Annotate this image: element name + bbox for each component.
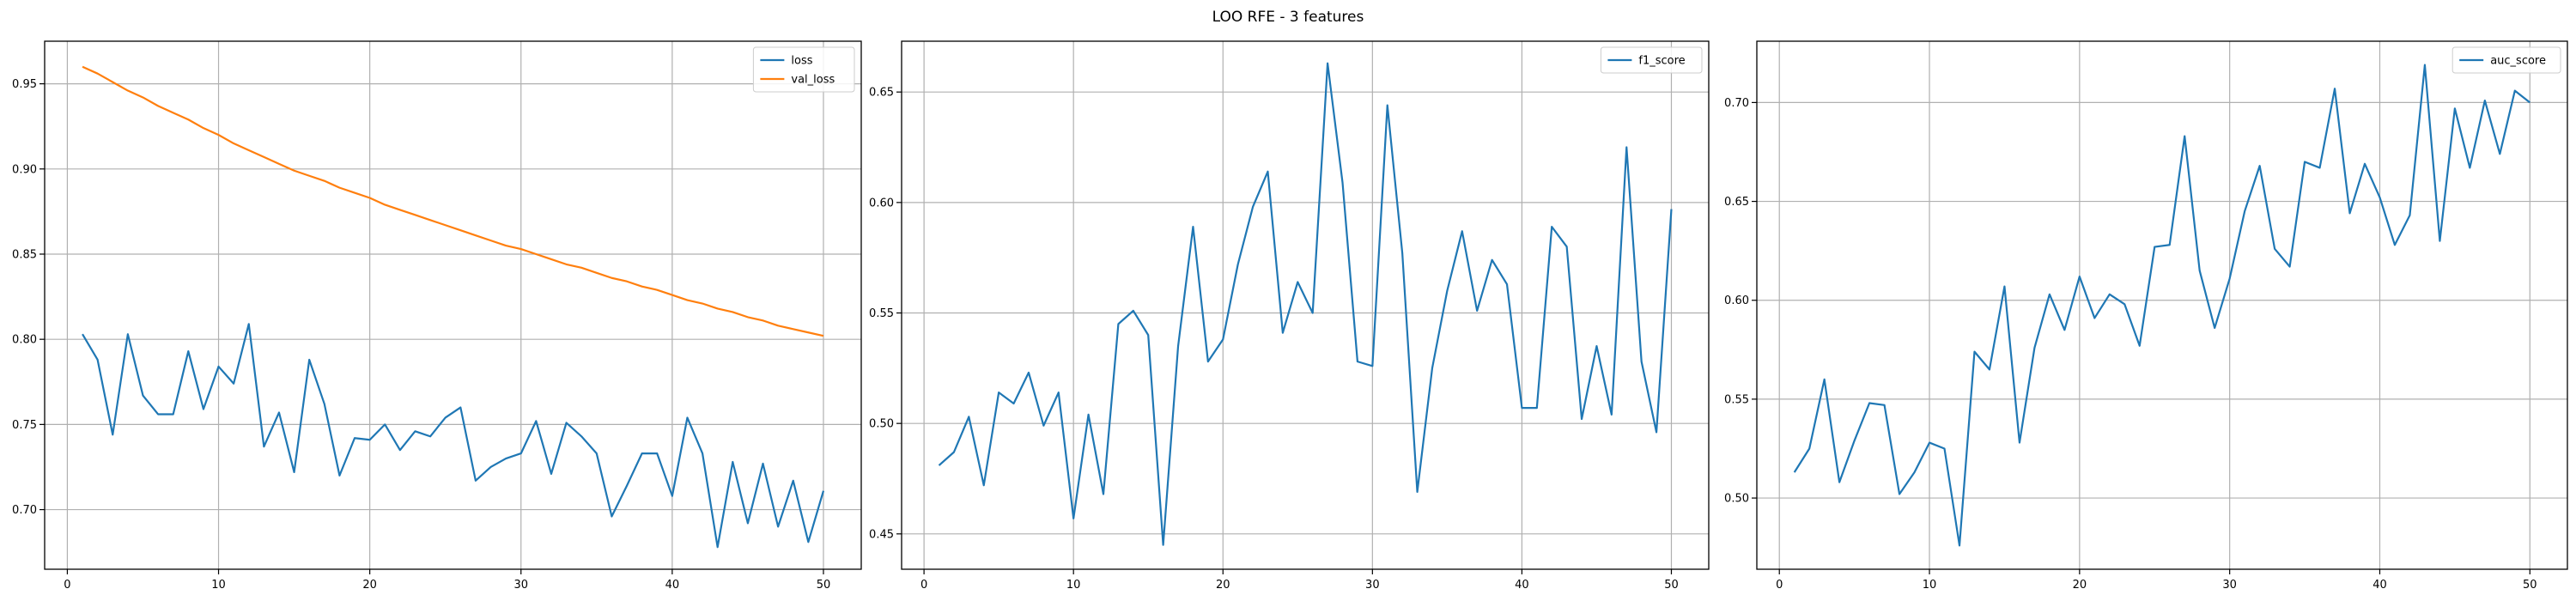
y-tick-label: 0.60 — [1724, 294, 1749, 307]
x-tick-label: 10 — [1066, 579, 1081, 592]
x-tick-label: 0 — [64, 579, 70, 592]
x-tick-label: 30 — [513, 579, 528, 592]
y-tick-label: 0.95 — [12, 78, 37, 91]
y-tick-label: 0.70 — [12, 504, 37, 517]
y-tick-label: 0.45 — [869, 528, 894, 541]
x-tick-label: 20 — [362, 579, 377, 592]
chart-2: 0 10 20 30 40 50 0.45 0.50 0.55 0.60 0.65 f1_score — [869, 40, 1710, 592]
x-tick-label: 50 — [2523, 579, 2537, 592]
legend-label-loss: loss — [791, 55, 812, 68]
y-tick-label: 0.85 — [12, 248, 37, 261]
legend-box — [752, 46, 855, 93]
y-tick-label: 0.75 — [12, 419, 37, 432]
legend-label-auc_score: auc_score — [2490, 55, 2546, 68]
x-tick-label: 40 — [665, 579, 680, 592]
x-tick-label: 50 — [817, 579, 831, 592]
axes-frame — [1756, 40, 2568, 570]
y-tick-label: 0.55 — [1724, 393, 1749, 406]
series-line-f1_score — [938, 62, 1673, 546]
y-tick-label: 0.80 — [12, 334, 37, 347]
x-tick-label: 30 — [2222, 579, 2237, 592]
y-tick-label: 0.90 — [12, 163, 37, 176]
series-line-auc_score — [1793, 64, 2530, 547]
series-line-loss — [82, 323, 825, 549]
chart-3: 0 10 20 30 40 50 0.50 0.55 0.60 0.65 0.70 auc_score — [1724, 40, 2568, 592]
x-tick-label: 30 — [1365, 579, 1380, 592]
x-tick-label: 40 — [2372, 579, 2387, 592]
legend-box — [1600, 46, 1703, 74]
x-tick-label: 0 — [1776, 579, 1783, 592]
y-tick-label: 0.65 — [869, 87, 894, 100]
x-tick-label: 10 — [211, 579, 226, 592]
y-tick-label: 0.55 — [869, 307, 894, 320]
x-tick-label: 20 — [2073, 579, 2087, 592]
x-tick-label: 20 — [1216, 579, 1230, 592]
y-tick-label: 0.50 — [869, 418, 894, 431]
axes-frame — [44, 40, 862, 570]
series-line-val_loss — [82, 65, 824, 337]
legend-label-val_loss: val_loss — [791, 74, 835, 87]
x-tick-label: 0 — [920, 579, 927, 592]
chart-1: 0 10 20 30 40 50 0.70 0.75 0.80 0.85 0.90 0.95 loss v… — [12, 40, 862, 592]
x-tick-label: 40 — [1515, 579, 1529, 592]
y-tick-label: 0.60 — [869, 197, 894, 209]
y-tick-label: 0.50 — [1724, 493, 1749, 506]
figure-title: LOO RFE - 3 features — [1212, 9, 1364, 26]
y-tick-label: 0.65 — [1724, 196, 1749, 209]
y-tick-label: 0.70 — [1724, 97, 1749, 110]
legend-label-f1_score: f1_score — [1638, 55, 1685, 68]
x-tick-label: 10 — [1923, 579, 1937, 592]
x-tick-label: 50 — [1664, 579, 1679, 592]
axes-frame — [901, 40, 1710, 570]
legend-box — [2451, 46, 2561, 74]
